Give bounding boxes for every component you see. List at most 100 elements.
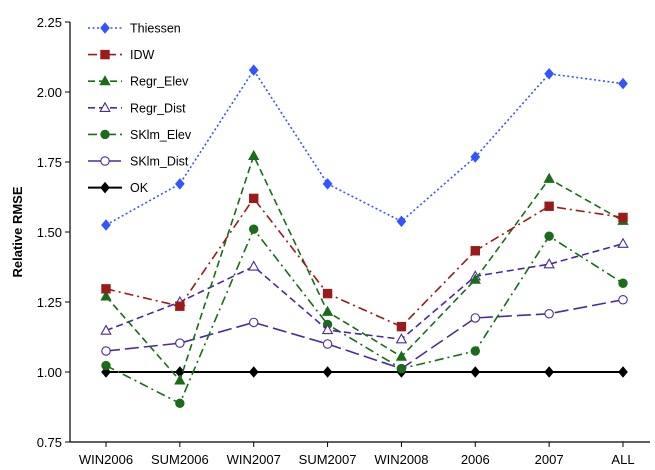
series-line bbox=[105, 242, 624, 341]
series-line bbox=[105, 153, 624, 382]
data-point bbox=[618, 295, 628, 305]
series-idw bbox=[101, 193, 628, 332]
data-point bbox=[396, 215, 407, 228]
x-tick-label: ALL bbox=[611, 452, 634, 467]
legend: Thiessen IDW Regr_Elev Regr_Dist SKlm_Elev SK… bbox=[88, 22, 192, 195]
series-thiessen bbox=[101, 64, 628, 231]
y-tick-label: 1.00 bbox=[37, 365, 62, 380]
legend-item-thiessen: Thiessen bbox=[88, 22, 181, 36]
y-tick-label: 0.75 bbox=[37, 435, 62, 450]
data-point bbox=[544, 309, 554, 319]
data-point bbox=[322, 288, 333, 299]
x-tick-label: SUM2006 bbox=[151, 452, 209, 467]
data-point bbox=[248, 366, 259, 378]
data-point bbox=[100, 22, 110, 34]
data-point bbox=[100, 49, 110, 60]
x-tick-label: SUM2007 bbox=[299, 452, 357, 467]
data-point bbox=[99, 101, 111, 112]
x-tick-label: 2006 bbox=[461, 452, 490, 467]
axes: 0.75 1.00 1.25 1.50 1.75 2.00 2.25 WIN2006 SUM20… bbox=[37, 15, 650, 467]
data-point bbox=[322, 366, 333, 378]
y-tick-label: 1.50 bbox=[37, 225, 62, 240]
data-point bbox=[543, 172, 555, 183]
data-point bbox=[618, 278, 628, 288]
data-point bbox=[322, 339, 333, 349]
data-point bbox=[101, 284, 111, 294]
data-point bbox=[395, 350, 408, 361]
legend-label: Regr_Dist bbox=[130, 101, 186, 115]
x-tick-label: WIN2008 bbox=[374, 452, 428, 467]
data-point bbox=[101, 219, 111, 231]
legend-label: IDW bbox=[130, 48, 155, 62]
data-point bbox=[175, 178, 185, 190]
data-point bbox=[99, 75, 111, 86]
data-point bbox=[100, 290, 112, 301]
legend-label: SKlm_Elev bbox=[130, 128, 192, 142]
data-point bbox=[469, 273, 481, 284]
data-point bbox=[618, 77, 628, 90]
data-point bbox=[470, 246, 480, 256]
data-point bbox=[322, 178, 333, 190]
data-point bbox=[174, 374, 186, 385]
data-point bbox=[101, 360, 111, 371]
series-regr-elev bbox=[100, 149, 629, 385]
legend-item-idw: IDW bbox=[88, 48, 155, 62]
data-point bbox=[248, 149, 260, 160]
data-point bbox=[618, 212, 628, 223]
y-tick-label: 1.25 bbox=[37, 295, 62, 310]
legend-item-ok: OK bbox=[88, 181, 149, 195]
data-point bbox=[543, 258, 555, 269]
data-point bbox=[248, 64, 259, 76]
data-point bbox=[249, 224, 259, 234]
data-point bbox=[175, 398, 185, 409]
y-axis-title: Relative RMSE bbox=[10, 186, 25, 277]
data-point bbox=[544, 231, 554, 241]
data-point bbox=[101, 346, 111, 356]
series-ok bbox=[101, 366, 628, 378]
legend-item-sklm-dist: SKlm_Dist bbox=[88, 155, 189, 169]
data-point bbox=[100, 181, 110, 194]
data-point bbox=[175, 338, 185, 348]
data-point bbox=[617, 237, 629, 248]
x-tick-label: 2007 bbox=[535, 452, 564, 467]
legend-item-regr-elev: Regr_Elev bbox=[88, 75, 189, 89]
x-tick-label: WIN2006 bbox=[79, 452, 133, 467]
series-line bbox=[105, 298, 624, 370]
data-point bbox=[249, 193, 259, 204]
legend-label: Thiessen bbox=[130, 22, 181, 36]
series-line bbox=[105, 227, 624, 405]
data-point bbox=[396, 363, 407, 374]
y-tick-label: 2.25 bbox=[37, 15, 62, 30]
data-point bbox=[247, 260, 260, 271]
data-point bbox=[470, 313, 481, 323]
legend-item-sklm-elev: SKlm_Elev bbox=[88, 128, 192, 142]
data-point bbox=[470, 366, 481, 378]
data-point bbox=[544, 68, 554, 80]
data-point bbox=[618, 366, 628, 378]
y-tick-label: 2.00 bbox=[37, 85, 62, 100]
data-point bbox=[248, 317, 259, 328]
data-point bbox=[544, 201, 554, 211]
data-point bbox=[100, 156, 110, 166]
series-layer bbox=[100, 64, 629, 409]
legend-label: SKlm_Dist bbox=[130, 155, 189, 169]
data-point bbox=[396, 321, 407, 332]
data-point bbox=[321, 305, 334, 316]
data-point bbox=[470, 151, 481, 163]
x-tick-label: WIN2007 bbox=[227, 452, 281, 467]
legend-item-regr-dist: Regr_Dist bbox=[88, 101, 186, 115]
data-point bbox=[175, 301, 185, 311]
series-line bbox=[105, 68, 624, 226]
y-tick-label: 1.75 bbox=[37, 155, 62, 170]
data-point bbox=[544, 366, 554, 378]
series-regr-dist bbox=[100, 237, 629, 344]
data-point bbox=[100, 324, 112, 335]
data-point bbox=[470, 346, 480, 356]
data-point bbox=[321, 323, 334, 335]
data-point bbox=[395, 333, 408, 344]
data-point bbox=[100, 129, 110, 140]
legend-label: Regr_Elev bbox=[130, 75, 189, 89]
series-line bbox=[105, 197, 624, 328]
legend-label: OK bbox=[130, 181, 149, 195]
